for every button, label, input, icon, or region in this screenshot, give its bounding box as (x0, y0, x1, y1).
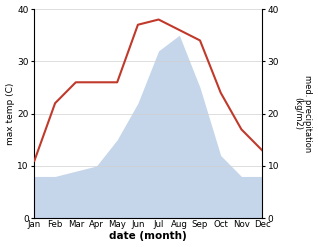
X-axis label: date (month): date (month) (109, 231, 187, 242)
Y-axis label: med. precipitation
(kg/m2): med. precipitation (kg/m2) (293, 75, 313, 152)
Y-axis label: max temp (C): max temp (C) (5, 82, 15, 145)
